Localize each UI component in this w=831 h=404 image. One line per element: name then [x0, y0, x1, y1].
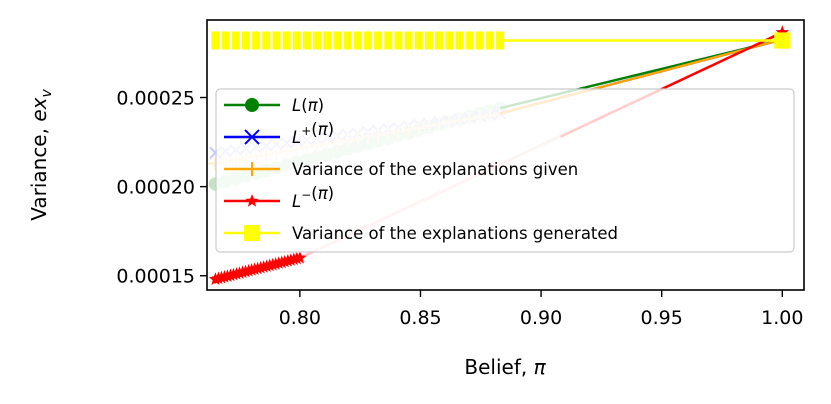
series-markers-layer	[208, 25, 791, 285]
series-4-trail-marker	[363, 31, 372, 50]
legend-label-0: L(π)	[292, 96, 324, 115]
legend-marker-0	[245, 98, 259, 112]
series-4-trail-marker	[333, 31, 342, 50]
series-4-trail-marker	[211, 31, 220, 50]
series-4-trail-marker	[424, 31, 433, 50]
x-tick-label: 1.00	[761, 307, 803, 329]
x-tick-label: 0.90	[520, 307, 562, 329]
series-4-end-marker	[774, 32, 791, 49]
y-tick-label: 0.00020	[116, 177, 195, 199]
series-4-trail-marker	[241, 31, 250, 50]
legend-label-2: Variance of the explanations given	[292, 160, 578, 179]
legend-label-3: L−(π)	[292, 184, 334, 211]
legend-box	[215, 88, 795, 253]
y-tick-label: 0.00015	[116, 266, 195, 288]
series-4-trail-marker	[272, 31, 281, 50]
series-4-trail-marker	[455, 31, 464, 50]
y-axis-ticks: 0.00015 0.00020 0.00025	[116, 88, 207, 288]
series-4-trail-marker	[374, 31, 383, 50]
series-4-trail-marker	[475, 31, 484, 50]
series-4-trail-marker	[302, 31, 311, 50]
series-4-trail-marker	[262, 31, 271, 50]
legend-marker-2	[245, 162, 259, 176]
series-4-trail-marker	[292, 31, 301, 50]
series-4-trail-marker	[465, 31, 474, 50]
y-tick-label: 0.00025	[116, 88, 195, 110]
x-tick-label: 0.85	[399, 307, 441, 329]
legend-marker-3	[245, 194, 259, 207]
legend-marker-1	[244, 129, 260, 145]
legend-label-4: Variance of the explanations generated	[292, 224, 618, 243]
y-axis-title: Variance, exv	[27, 89, 55, 221]
legend-label-1: L+(π)	[292, 120, 334, 147]
series-4-trail-marker	[343, 31, 352, 50]
series-4-trail-marker	[221, 31, 230, 50]
x-tick-label: 0.95	[641, 307, 683, 329]
series-4-trail-marker	[404, 31, 413, 50]
series-4-trail-marker	[252, 31, 261, 50]
series-3-trail-marker	[293, 250, 307, 264]
x-axis-title: Belief, π	[464, 355, 546, 379]
series-4-trail-marker	[323, 31, 332, 50]
series-4-trail-marker	[435, 31, 444, 50]
series-4-trail-marker	[445, 31, 454, 50]
series-4-trail-marker	[313, 31, 322, 50]
series-4-trail-marker	[353, 31, 362, 50]
legend: L(π) L+(π) Variance of the explanations gi…	[215, 88, 795, 253]
legend-marker-4	[244, 225, 260, 241]
series-4-trail-marker	[414, 31, 423, 50]
series-4-trail-marker	[394, 31, 403, 50]
x-axis-ticks: 0.80 0.85 0.90 0.95 1.00	[279, 290, 803, 329]
x-tick-label: 0.80	[279, 307, 321, 329]
series-4-trail-marker	[384, 31, 393, 50]
series-4-trail-marker	[485, 31, 494, 50]
series-3-end-marker	[775, 25, 790, 39]
series-4-trail-marker	[231, 31, 240, 50]
plot-frame	[206, 19, 805, 291]
series-4-trail-marker	[282, 31, 291, 50]
